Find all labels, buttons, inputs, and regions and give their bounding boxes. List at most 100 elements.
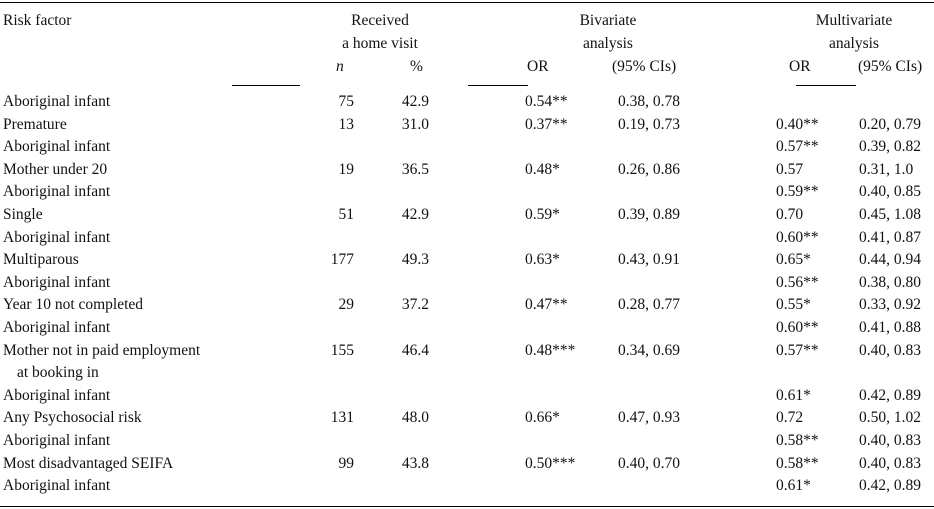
cell-risk-factor: Aboriginal infant [3,228,111,246]
cell-risk-factor: at booking in [17,364,99,382]
cell-ci-multivariate: 0.50, 1.02 [859,409,921,427]
cell-risk-factor: Mother under 20 [3,160,108,178]
cell-risk-factor: Mother not in paid employment [3,341,201,359]
header-bivariate-line1: Bivariate [579,12,637,29]
table-row: Aboriginal infant 0.59** 0.40, 0.85 [0,181,934,204]
table-row: at booking in [0,362,934,385]
cell-n: 75 [338,93,355,110]
cell-ci-bivariate: 0.34, 0.69 [618,341,680,359]
cell-ci-multivariate: 0.45, 1.08 [859,206,921,223]
cell-risk-factor: Aboriginal infant [3,273,111,291]
cell-or-multivariate: 0.61* [776,386,811,404]
cell-or-multivariate: 0.60** [776,319,819,336]
cell-ci-multivariate: 0.41, 0.87 [859,228,921,246]
table-row: Premature 13 31.0 0.37** 0.19, 0.73 0.40** 0.2… [0,114,934,137]
cell-n: 13 [338,115,355,133]
cell-or-multivariate: 0.57** [776,341,819,359]
cell-or-multivariate: 0.57 [776,160,804,178]
table-row: Single 51 42.9 0.59* 0.39, 0.89 0.70 0.45, 1.0… [0,204,934,227]
cell-n: 19 [338,160,355,178]
cell-ci-multivariate: 0.33, 0.92 [859,296,921,314]
cell-ci-bivariate: 0.26, 0.86 [618,160,680,178]
cell-risk-factor: Any Psychosocial risk [3,409,142,427]
table-row: Aboriginal infant 75 42.9 0.54** 0.38, 0.78 [0,91,934,114]
cell-risk-factor: Premature [3,115,67,133]
cell-n: 177 [330,251,354,269]
cell-risk-factor: Most disadvantaged SEIFA [3,454,174,472]
header-or-multivariate: OR [789,58,811,75]
cell-or-bivariate: 0.47** [525,296,568,314]
cell-risk-factor: Multiparous [3,251,79,269]
cell-or-bivariate: 0.63* [525,251,560,269]
cell-ci-multivariate: 0.44, 0.94 [859,251,921,269]
table-bottom-rule [0,506,934,507]
cell-or-multivariate: 0.70 [776,206,804,223]
table-row: Aboriginal infant 0.58** 0.40, 0.83 [0,430,934,453]
cell-or-bivariate: 0.50*** [525,454,576,472]
cell-or-multivariate: 0.58** [776,454,819,472]
cell-or-multivariate: 0.59** [776,183,819,201]
header-underline-bivariate [468,85,528,86]
cell-pct: 42.9 [401,206,429,223]
cell-ci-multivariate: 0.40, 0.85 [859,183,921,201]
cell-ci-multivariate: 0.42, 0.89 [859,386,921,404]
cell-risk-factor: Aboriginal infant [3,432,111,449]
header-risk-factor: Risk factor [3,12,72,29]
cell-or-multivariate: 0.65* [776,251,811,269]
cell-risk-factor: Aboriginal infant [3,183,111,201]
cell-risk-factor: Aboriginal infant [3,477,111,495]
cell-or-multivariate: 0.57** [776,138,819,156]
cell-pct: 37.2 [401,296,429,314]
table-row: Most disadvantaged SEIFA 99 43.8 0.50*** 0.4… [0,453,934,476]
header-multivariate-line1: Multivariate [815,12,893,29]
cell-risk-factor: Aboriginal infant [3,93,111,110]
table-row: Year 10 not completed 29 37.2 0.47** 0.28, 0… [0,294,934,317]
cell-ci-multivariate: 0.40, 0.83 [859,432,921,449]
cell-or-multivariate: 0.40** [776,115,819,133]
cell-pct: 36.5 [401,160,429,178]
table-row: Any Psychosocial risk 131 48.0 0.66* 0.47, 0… [0,407,934,430]
header-n: n [336,58,344,75]
cell-or-multivariate: 0.58** [776,432,819,449]
cell-ci-bivariate: 0.39, 0.89 [618,206,680,223]
header-pct: % [410,58,423,75]
header-bivariate-line2: analysis [583,35,633,52]
cell-pct: 31.0 [401,115,429,133]
cell-pct: 49.3 [401,251,429,269]
header-received-line2: a home visit [342,35,418,52]
table-row: Mother not in paid employment 155 46.4 0.48… [0,340,934,363]
cell-risk-factor: Aboriginal infant [3,319,111,336]
table-row: Multiparous 177 49.3 0.63* 0.43, 0.91 0.65* 0.… [0,249,934,272]
cell-n: 51 [338,206,355,223]
cell-ci-bivariate: 0.38, 0.78 [618,93,680,110]
cell-ci-bivariate: 0.28, 0.77 [618,296,680,314]
table-row: Aboriginal infant 0.56** 0.38, 0.80 [0,272,934,295]
cell-pct: 43.8 [401,454,429,472]
table-row: Aboriginal infant 0.57** 0.39, 0.82 [0,136,934,159]
cell-pct: 48.0 [401,409,429,427]
cell-ci-multivariate: 0.42, 0.89 [859,477,921,495]
cell-n: 131 [330,409,354,427]
cell-ci-bivariate: 0.40, 0.70 [618,454,680,472]
cell-risk-factor: Aboriginal infant [3,386,111,404]
table-row: Aboriginal infant 0.61* 0.42, 0.89 [0,385,934,408]
cell-or-multivariate: 0.61* [776,477,811,495]
cell-ci-multivariate: 0.40, 0.83 [859,341,921,359]
cell-ci-multivariate: 0.40, 0.83 [859,454,921,472]
cell-or-multivariate: 0.56** [776,273,819,291]
cell-or-multivariate: 0.60** [776,228,819,246]
cell-or-bivariate: 0.59* [525,206,560,223]
cell-pct: 46.4 [401,341,429,359]
cell-risk-factor: Single [3,206,43,223]
cell-ci-bivariate: 0.47, 0.93 [618,409,680,427]
cell-or-multivariate: 0.72 [776,409,804,427]
cell-ci-multivariate: 0.41, 0.88 [859,319,921,336]
cell-or-bivariate: 0.54** [525,93,568,110]
cell-ci-bivariate: 0.43, 0.91 [618,251,680,269]
header-or-bivariate: OR [527,58,549,75]
cell-or-bivariate: 0.48*** [525,341,576,359]
header-ci-multivariate: (95% CIs) [858,58,923,75]
cell-ci-multivariate: 0.38, 0.80 [859,273,921,291]
header-multivariate-line2: analysis [829,35,879,52]
header-underline-multivariate [796,85,856,86]
